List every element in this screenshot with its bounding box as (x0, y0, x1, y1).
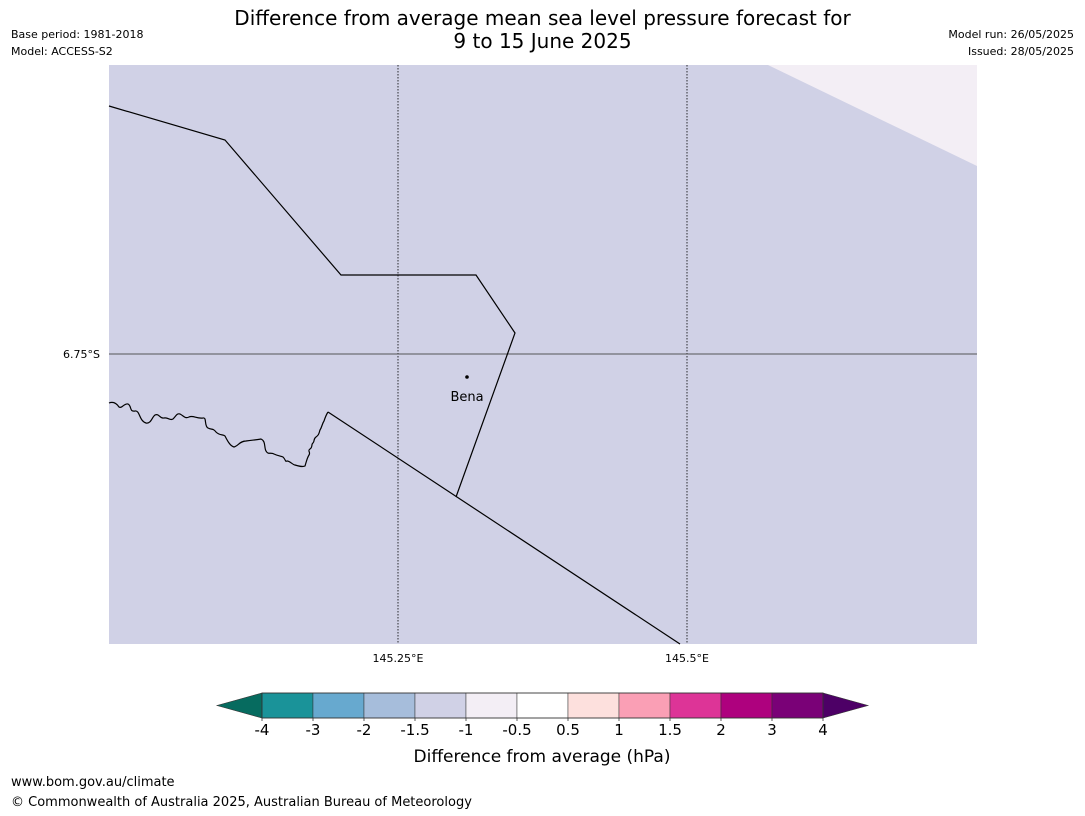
issued-text: Issued: 28/05/2025 (967, 45, 1074, 58)
colorbar-tick-label: 2 (716, 721, 726, 739)
bena-marker (465, 375, 469, 379)
base-period-text: Base period: 1981-2018 (11, 28, 144, 41)
colorbar-segment (720, 692, 773, 719)
colorbar-tick-label: 0.5 (556, 721, 580, 739)
footer-copyright: © Commonwealth of Australia 2025, Austra… (11, 795, 472, 810)
latitude-label: 6.75°S (63, 348, 100, 361)
colorbar-tick-label: -2 (357, 721, 372, 739)
title-line-1: Difference from average mean sea level p… (234, 6, 851, 30)
province-boundary-north (108, 105, 516, 498)
colorbar-tick-label: -3 (306, 721, 321, 739)
model-run-text: Model run: 26/05/2025 (948, 28, 1074, 41)
colorbar-tick-label: -1 (459, 721, 474, 739)
province-boundary-south (327, 411, 681, 645)
colorbar-over-arrow (822, 692, 870, 719)
colorbar-outline (261, 692, 824, 719)
colorbar-segment (414, 692, 467, 719)
colorbar-tick-label: 4 (818, 721, 828, 739)
colorbar-segment (567, 692, 620, 719)
colorbar-segment (312, 692, 365, 719)
colorbar-tick-label: -1.5 (400, 721, 429, 739)
colorbar-under-arrow (215, 692, 263, 719)
pressure-anomaly-corner-fill (768, 65, 977, 166)
colorbar-title: Difference from average (hPa) (414, 747, 671, 767)
coastline (108, 401, 329, 468)
colorbar-tick-label: -0.5 (502, 721, 531, 739)
title-line-2: 9 to 15 June 2025 (453, 29, 632, 53)
chart-title: Difference from average mean sea level p… (0, 7, 1085, 53)
colorbar-segment (516, 692, 569, 719)
colorbar-segment (669, 692, 722, 719)
map-panel: Bena (108, 65, 977, 645)
longitude-label-2: 145.5°E (665, 652, 709, 665)
header-right-info: Model run: 26/05/2025 Issued: 28/05/2025 (948, 26, 1074, 60)
colorbar-segment (261, 692, 314, 719)
colorbar-tick-label: 1.5 (658, 721, 682, 739)
footer-url: www.bom.gov.au/climate (11, 775, 175, 790)
colorbar-tick-label: 1 (614, 721, 624, 739)
colorbar-tick-label: -4 (255, 721, 270, 739)
model-text: Model: ACCESS-S2 (11, 45, 113, 58)
header-left-info: Base period: 1981-2018 Model: ACCESS-S2 (11, 26, 143, 60)
colorbar: -4 -3 -2 -1.5 -1 -0.5 0.5 1 1.5 2 3 4 Difference fr… (215, 692, 870, 767)
colorbar-segment (465, 692, 518, 719)
longitude-label-1: 145.25°E (373, 652, 424, 665)
place-label-bena: Bena (450, 390, 483, 405)
colorbar-tick-label: 3 (767, 721, 777, 739)
colorbar-segment (363, 692, 416, 719)
colorbar-segment (618, 692, 671, 719)
colorbar-segment (771, 692, 824, 719)
